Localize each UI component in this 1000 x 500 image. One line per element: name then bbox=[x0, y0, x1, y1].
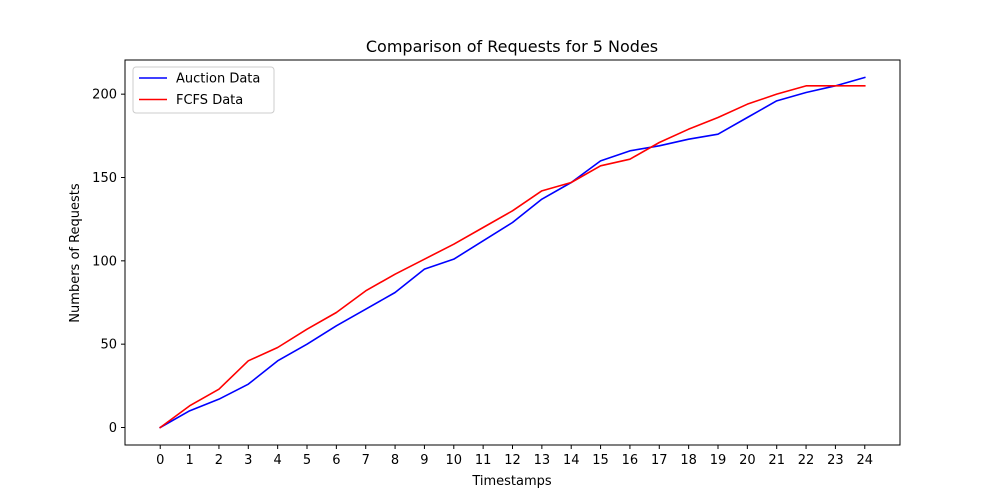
x-tick-label: 2 bbox=[215, 453, 223, 468]
x-tick-label: 13 bbox=[534, 453, 551, 468]
x-tick-label: 17 bbox=[651, 453, 668, 468]
x-tick-label: 24 bbox=[856, 453, 873, 468]
x-tick-label: 22 bbox=[798, 453, 815, 468]
x-tick-label: 20 bbox=[739, 453, 756, 468]
x-tick-label: 1 bbox=[185, 453, 193, 468]
chart-title: Comparison of Requests for 5 Nodes bbox=[366, 37, 658, 56]
legend-label: FCFS Data bbox=[176, 93, 243, 108]
x-tick-label: 21 bbox=[768, 453, 785, 468]
x-tick-label: 9 bbox=[420, 453, 428, 468]
x-tick-label: 0 bbox=[156, 453, 164, 468]
x-tick-label: 6 bbox=[332, 453, 340, 468]
series-line-auction-data bbox=[159, 76, 866, 429]
series-lines bbox=[159, 76, 866, 429]
y-tick-label: 150 bbox=[92, 171, 117, 186]
x-tick-label: 16 bbox=[622, 453, 639, 468]
x-tick-label: 11 bbox=[475, 453, 492, 468]
y-axis-label: Numbers of Requests bbox=[68, 183, 83, 323]
x-tick-label: 3 bbox=[244, 453, 252, 468]
x-tick-label: 4 bbox=[274, 453, 282, 468]
legend: Auction Data FCFS Data bbox=[132, 66, 275, 114]
x-tick-label: 7 bbox=[362, 453, 370, 468]
x-tick-label: 23 bbox=[827, 453, 844, 468]
x-axis: 0 1 2 3 4 5 6 7 8 9 10 11 12 13 14 15 16 17 18 19 20 21 22 23 24 bbox=[156, 445, 873, 468]
x-tick-label: 10 bbox=[446, 453, 463, 468]
y-tick-label: 200 bbox=[92, 88, 117, 103]
x-tick-label: 19 bbox=[710, 453, 727, 468]
x-tick-label: 8 bbox=[391, 453, 399, 468]
y-tick-label: 0 bbox=[109, 421, 117, 436]
x-tick-label: 15 bbox=[592, 453, 609, 468]
y-axis: 0 50 100 150 200 bbox=[92, 88, 125, 436]
y-tick-label: 100 bbox=[92, 254, 117, 269]
x-tick-label: 18 bbox=[680, 453, 697, 468]
x-tick-label: 5 bbox=[303, 453, 311, 468]
y-tick-label: 50 bbox=[100, 338, 117, 353]
series-line-fcfs-data bbox=[159, 85, 866, 429]
x-axis-label: Timestamps bbox=[471, 474, 552, 489]
legend-label: Auction Data bbox=[176, 72, 260, 87]
legend-box bbox=[132, 66, 275, 114]
x-tick-label: 14 bbox=[563, 453, 580, 468]
x-tick-label: 12 bbox=[504, 453, 521, 468]
